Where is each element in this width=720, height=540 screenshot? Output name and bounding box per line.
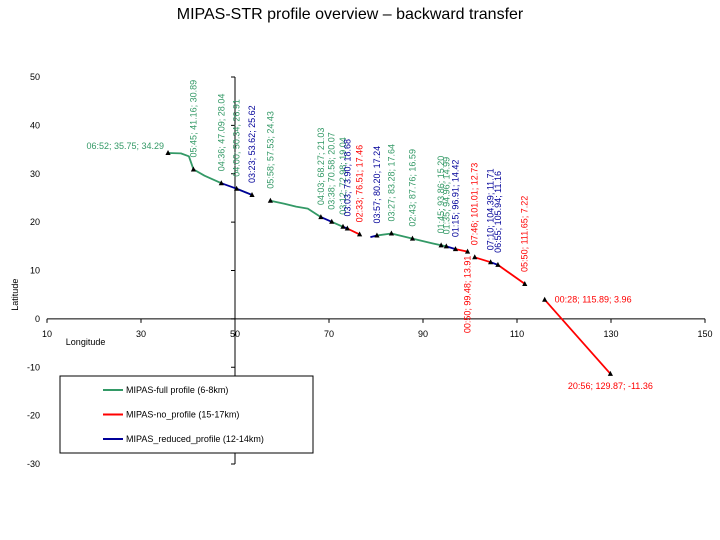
legend-label-1: MIPAS-full profile (6-8km)	[126, 385, 228, 395]
data-point-marker	[472, 254, 478, 260]
series-line-2	[497, 264, 526, 285]
x-tick-label: 30	[136, 329, 146, 339]
data-point-marker	[233, 185, 240, 191]
point-label: 20:56; 129.87; -11.36	[568, 381, 653, 391]
data-point-marker	[607, 370, 613, 376]
point-label: 07:46; 101.01; 12.73	[470, 163, 480, 246]
y-tick-label: 50	[30, 72, 40, 82]
point-label: 04:36; 47.09; 28.04	[216, 94, 226, 172]
point-label: 06:55; 105.94; 11.16	[493, 171, 503, 253]
series-line-1	[376, 232, 413, 240]
point-label: 04:03; 68.27; 21.03	[316, 128, 326, 206]
data-point-marker	[409, 235, 416, 241]
x-tick-label: 130	[603, 329, 618, 339]
point-label: 04:00; 50.34; 26.91	[232, 99, 242, 177]
y-tick-label: -10	[27, 362, 40, 372]
x-axis-label: Longitude	[66, 337, 106, 347]
y-tick-label: 20	[30, 217, 40, 227]
data-point-marker	[267, 197, 273, 203]
point-label: 05:50; 111.65; 7.22	[520, 196, 530, 272]
point-label: 00:50; 99.48; 13.91	[463, 256, 473, 334]
series-line-3	[236, 187, 253, 196]
data-point-marker	[340, 223, 346, 229]
x-tick-label: 150	[697, 329, 712, 339]
point-label: 06:52; 35.75; 34.29	[86, 141, 164, 151]
x-tick-label: 70	[324, 329, 334, 339]
point-markers	[165, 149, 613, 376]
data-point-marker	[344, 225, 350, 231]
axes: 10 30 50 70 90 110 130 15050403020100-10-20-30L…	[10, 72, 713, 469]
point-annotations: 06:52; 35.75; 34.29 05:45; 41.16; 30.89 04…	[86, 80, 652, 391]
y-tick-label: 40	[30, 120, 40, 130]
series-line-1	[167, 152, 195, 170]
point-label: 03:57; 80.20; 17.24	[372, 146, 382, 224]
chart-title: MIPAS-STR profile overview – backward tr…	[176, 6, 524, 23]
legend: MIPAS-full profile (6-8km) MIPAS-no_profi…	[59, 375, 314, 454]
data-point-marker	[218, 180, 224, 186]
data-point-marker	[542, 296, 548, 302]
point-label: 03:12; 72.98; 19.04	[338, 137, 348, 215]
legend-label-2: MIPAS-no_profile (15-17km)	[126, 410, 239, 420]
data-point-marker	[464, 248, 471, 254]
data-point-marker	[374, 232, 380, 238]
y-tick-label: -20	[27, 411, 40, 421]
point-label: 02:33; 76.51; 17.46	[355, 145, 365, 223]
series-line-2	[455, 248, 468, 253]
point-label: 03:27; 83.28; 17.64	[386, 144, 396, 222]
data-point-marker	[522, 280, 528, 286]
data-point-marker	[438, 242, 444, 248]
data-point-marker	[452, 246, 459, 252]
point-label: 02:43; 87.76; 16.59	[407, 149, 417, 227]
series-line-2	[544, 299, 612, 375]
data-point-marker	[190, 166, 197, 172]
x-tick-label: 90	[418, 329, 428, 339]
data-point-marker	[488, 259, 494, 265]
y-tick-label: -30	[27, 459, 40, 469]
point-label: 05:58; 57.53; 24.43	[265, 111, 275, 189]
point-label: 03:23; 53.62; 25.62	[247, 105, 257, 183]
data-point-marker	[329, 218, 335, 224]
point-label: 00:28; 115.89; 3.96	[555, 295, 632, 305]
data-point-marker	[388, 230, 395, 236]
x-tick-label: 50	[230, 329, 240, 339]
legend-label-3: MIPAS_reduced_profile (12-14km)	[126, 434, 264, 444]
data-point-marker	[495, 261, 501, 267]
data-point-marker	[443, 243, 449, 249]
point-label: 03:38; 70.58; 20.07	[327, 132, 337, 210]
series-lines	[167, 152, 612, 375]
y-tick-label: 0	[35, 314, 40, 324]
data-point-marker	[165, 149, 171, 155]
point-label: 03:03; 73.90; 18.68	[342, 139, 352, 217]
data-point-marker	[249, 191, 255, 197]
series-line-2	[474, 256, 491, 264]
series-line-1	[270, 199, 322, 218]
y-tick-label: 10	[30, 266, 40, 276]
x-tick-label: 110	[510, 329, 524, 339]
series-line-1	[193, 168, 222, 185]
point-label: 01:15; 96.91; 14.42	[450, 160, 460, 238]
data-point-marker	[318, 214, 324, 220]
y-tick-label: 30	[30, 169, 40, 179]
series-line-1	[412, 237, 447, 248]
point-label: 01:35; 94.96; 14.99	[441, 157, 451, 235]
point-label: 01:45; 93.86; 15.20	[436, 156, 446, 234]
point-label: 07:10; 104.39; 11.71	[486, 168, 496, 250]
point-label: 05:45; 41.16; 30.89	[188, 80, 198, 158]
x-tick-label: 10	[42, 329, 52, 339]
series-line-3	[220, 182, 237, 190]
data-point-marker	[356, 231, 363, 237]
legend-box	[59, 375, 314, 454]
y-axis-label: Latitude	[10, 279, 20, 311]
